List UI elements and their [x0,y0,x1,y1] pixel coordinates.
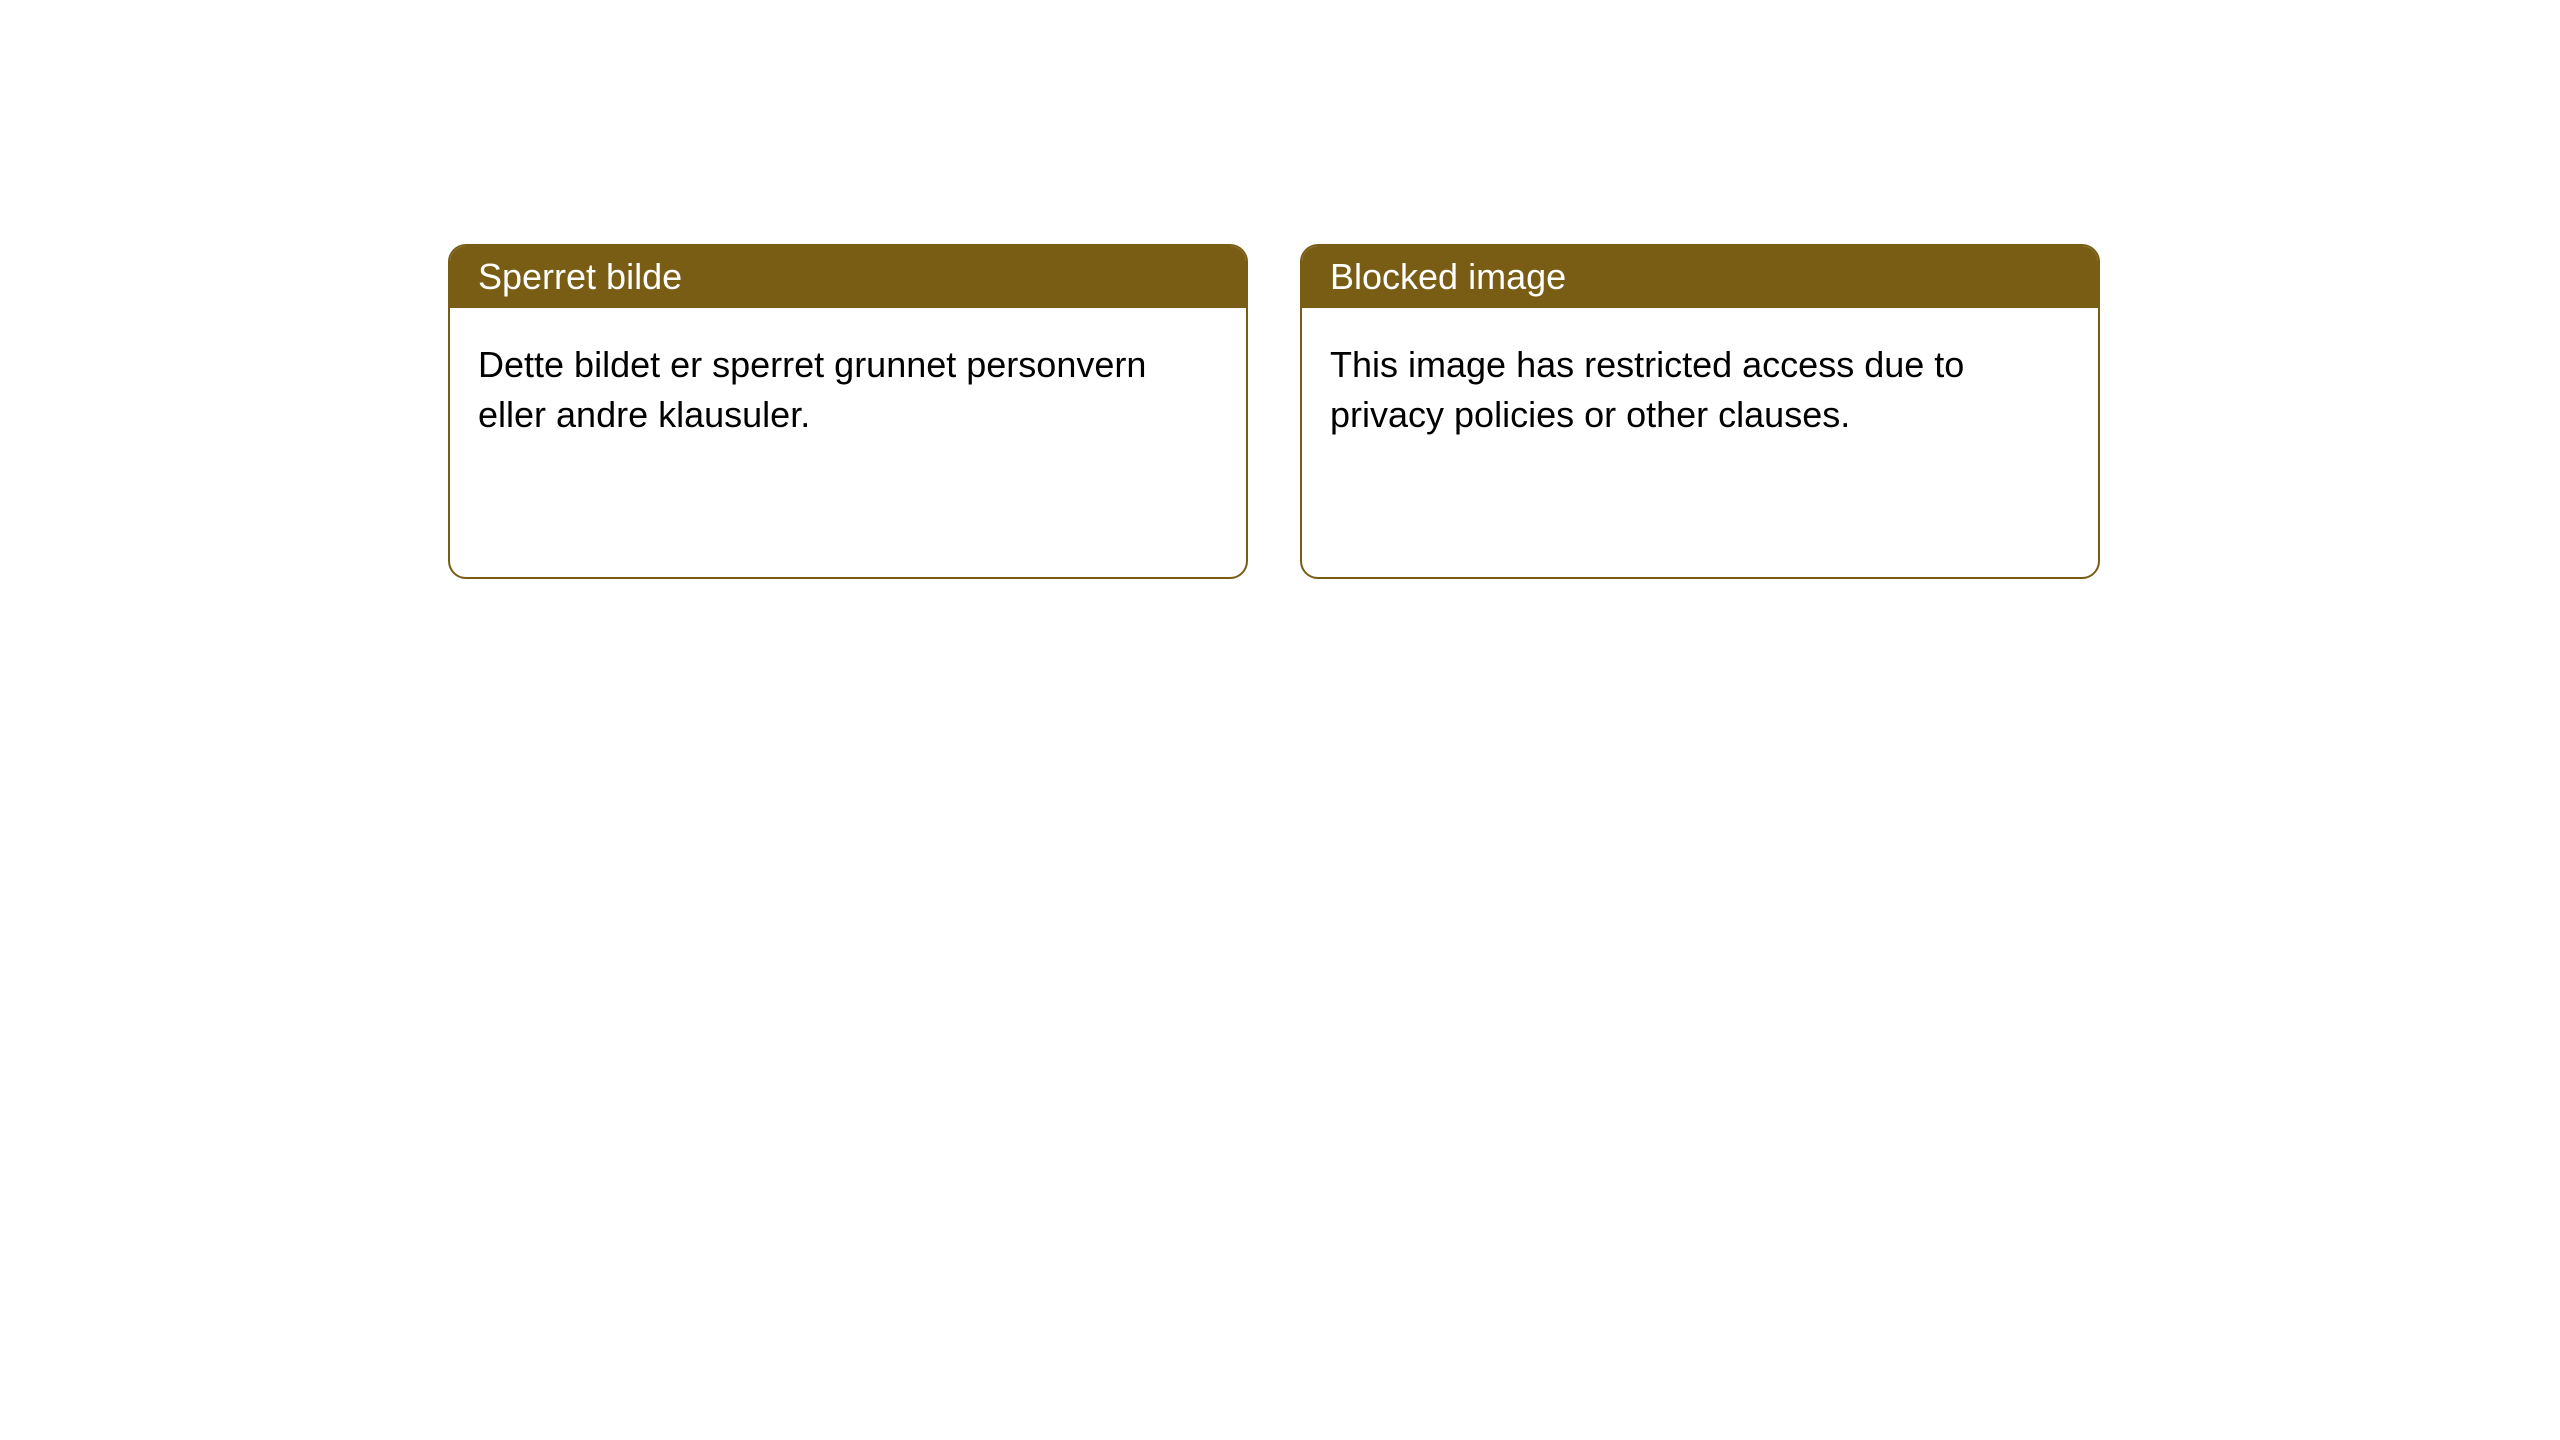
notice-body: This image has restricted access due to … [1302,308,2098,473]
notice-header: Sperret bilde [450,246,1246,308]
notice-body-text: Dette bildet er sperret grunnet personve… [478,344,1146,435]
notice-card-english: Blocked image This image has restricted … [1300,244,2100,579]
notice-title: Sperret bilde [478,256,682,297]
notice-header: Blocked image [1302,246,2098,308]
notice-cards-container: Sperret bilde Dette bildet er sperret gr… [0,0,2560,579]
notice-title: Blocked image [1330,256,1566,297]
notice-body-text: This image has restricted access due to … [1330,344,1964,435]
notice-card-norwegian: Sperret bilde Dette bildet er sperret gr… [448,244,1248,579]
notice-body: Dette bildet er sperret grunnet personve… [450,308,1246,473]
